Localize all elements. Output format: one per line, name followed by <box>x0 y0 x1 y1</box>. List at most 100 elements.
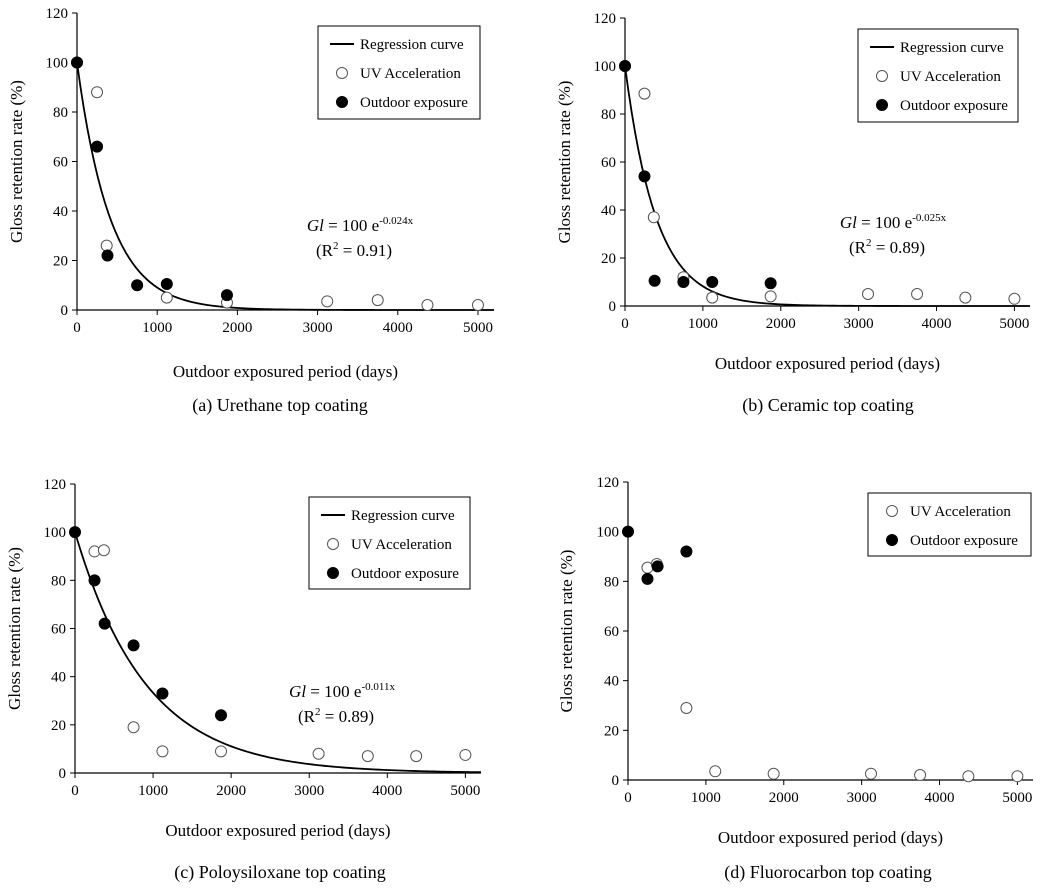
outdoor-exposure-point <box>638 170 651 183</box>
x-tick-label: 2000 <box>769 790 799 806</box>
uv-acceleration-point <box>421 299 434 312</box>
chart-0: 0 20 40 60 80 100 120 0 1000 2000 3000 4000 5000 Outd… <box>7 6 494 381</box>
legend-label: UV Acceleration <box>910 504 1011 520</box>
chart-3: 0 20 40 60 80 100 120 0 1000 2000 3000 4000 5000 Outd… <box>557 475 1033 847</box>
legend: Regression curve UV Acceleration Outdoor e… <box>308 496 471 590</box>
uv-acceleration-point <box>91 86 104 99</box>
y-tick-label: 40 <box>601 203 616 219</box>
y-tick-label: 100 <box>44 525 67 541</box>
chart-1: 0 20 40 60 80 100 120 0 1000 2000 3000 4000 5000 Outd… <box>555 11 1030 373</box>
legend-marker-swatch <box>876 99 888 111</box>
uv-acceleration-point <box>709 765 722 778</box>
outdoor-exposure-point <box>680 545 693 558</box>
uv-acceleration-point <box>865 767 877 780</box>
x-tick-label: 4000 <box>925 790 955 806</box>
r-squared: (R2 = 0.89) <box>849 237 925 257</box>
x-tick-label: 5000 <box>1002 790 1032 806</box>
x-axis-label: Outdoor exposured period (days) <box>165 821 390 840</box>
regression-equation: Gl = 100 e-0.011x <box>289 681 395 701</box>
uv-acceleration-point <box>160 291 173 304</box>
regression-equation: Gl = 100 e-0.024x <box>307 215 414 235</box>
x-tick-label: 1000 <box>688 316 718 332</box>
outdoor-exposure-point <box>156 687 169 700</box>
uv-acceleration-point <box>100 239 113 252</box>
regression-curve <box>74 531 482 774</box>
outdoor-exposure-point <box>220 289 233 302</box>
r-squared: (R2 = 0.91) <box>316 240 392 260</box>
uv-acceleration-point <box>312 747 325 760</box>
y-tick-label: 60 <box>604 624 619 640</box>
y-axis-label: Gloss retention rate (%) <box>7 80 26 243</box>
x-tick-label: 5000 <box>463 320 493 336</box>
x-tick-label: 4000 <box>383 320 413 336</box>
y-axis-label: Gloss retention rate (%) <box>5 547 24 710</box>
caption-d: (d) Fluorocarbon top coating <box>724 862 932 882</box>
x-tick-label: 5000 <box>450 783 480 799</box>
caption-a: (a) Urethane top coating <box>192 395 368 415</box>
y-axis-label: Gloss retention rate (%) <box>555 81 574 244</box>
x-axis-label: Outdoor exposured period (days) <box>173 362 398 381</box>
outdoor-exposure-point <box>706 276 719 288</box>
y-tick-label: 20 <box>53 254 68 270</box>
uv-acceleration-point <box>410 750 423 763</box>
outdoor-exposure-point <box>622 525 634 538</box>
outdoor-exposure-point <box>71 56 83 69</box>
x-tick-label: 5000 <box>999 316 1029 332</box>
uv-acceleration-point <box>680 701 693 714</box>
uv-acceleration-point <box>371 294 384 307</box>
x-axis-label: Outdoor exposured period (days) <box>718 828 943 847</box>
uv-acceleration-point <box>127 721 140 734</box>
y-tick-label: 80 <box>604 574 619 590</box>
outdoor-exposure-point <box>648 274 661 287</box>
uv-acceleration-point <box>1011 770 1024 783</box>
legend-label: UV Acceleration <box>900 69 1001 85</box>
legend-label: UV Acceleration <box>351 537 452 553</box>
uv-acceleration-point <box>97 544 110 557</box>
y-tick-label: 120 <box>46 6 69 22</box>
uv-acceleration-point <box>459 748 472 761</box>
y-tick-label: 40 <box>53 204 68 220</box>
x-tick-label: 1000 <box>142 320 172 336</box>
legend-label: Outdoor exposure <box>360 95 468 111</box>
x-tick-label: 4000 <box>372 783 402 799</box>
regression-equation: Gl = 100 e-0.025x <box>840 212 947 232</box>
outdoor-exposure-point <box>215 709 228 722</box>
outdoor-exposure-point <box>91 140 104 153</box>
legend-marker-swatch <box>876 70 888 82</box>
x-tick-label: 4000 <box>922 316 952 332</box>
legend-box <box>867 492 1032 557</box>
uv-acceleration-point <box>1008 292 1021 305</box>
legend-label: UV Acceleration <box>360 66 461 82</box>
y-tick-label: 120 <box>44 477 67 493</box>
legend-label: Outdoor exposure <box>900 98 1008 114</box>
x-tick-label: 3000 <box>844 316 874 332</box>
outdoor-exposure-point <box>619 60 631 72</box>
uv-acceleration-point <box>767 767 780 780</box>
y-tick-label: 120 <box>594 11 617 27</box>
x-axis-label: Outdoor exposured period (days) <box>715 354 940 373</box>
uv-acceleration-point <box>321 295 334 308</box>
outdoor-exposure-point <box>131 279 144 292</box>
outdoor-exposure-point <box>677 276 690 288</box>
uv-acceleration-point <box>914 769 927 782</box>
y-tick-label: 40 <box>51 670 66 686</box>
uv-acceleration-point <box>361 750 374 763</box>
y-tick-label: 100 <box>46 56 69 72</box>
x-tick-label: 3000 <box>303 320 333 336</box>
uv-acceleration-point <box>962 770 975 783</box>
y-tick-label: 80 <box>53 105 68 121</box>
uv-acceleration-point <box>647 211 660 224</box>
outdoor-exposure-point <box>160 278 173 291</box>
x-tick-label: 1000 <box>138 783 168 799</box>
uv-acceleration-point <box>911 288 924 300</box>
legend-marker-swatch <box>886 505 898 517</box>
y-tick-label: 80 <box>601 107 616 123</box>
uv-acceleration-point <box>638 87 651 100</box>
y-tick-label: 60 <box>51 622 66 638</box>
y-tick-label: 20 <box>51 718 66 734</box>
y-tick-label: 40 <box>604 674 619 690</box>
x-tick-label: 0 <box>621 316 629 332</box>
legend-marker-swatch <box>336 96 348 108</box>
y-axis-label: Gloss retention rate (%) <box>557 550 576 713</box>
